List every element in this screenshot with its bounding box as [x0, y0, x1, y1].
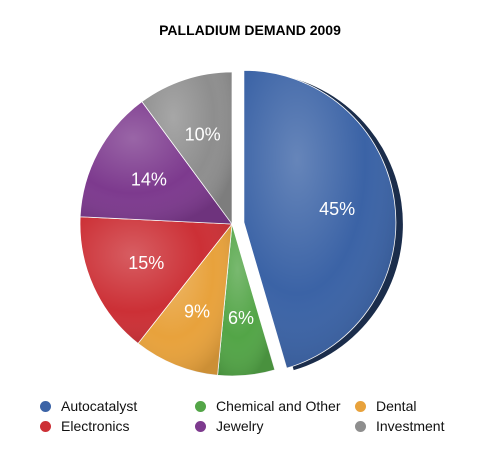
- slice-shading-chemical-and-other: [217, 224, 275, 376]
- legend-item-autocatalyst: Autocatalyst: [40, 398, 195, 414]
- slice-label-dental: 9%: [184, 301, 210, 321]
- slice-shading-jewelry: [80, 101, 232, 224]
- legend-item-jewelry: Jewelry: [195, 418, 355, 434]
- slice-shading-electronics: [79, 216, 232, 344]
- chart-legend: Autocatalyst Chemical and Other Dental E…: [40, 398, 480, 434]
- legend-label: Autocatalyst: [61, 398, 138, 414]
- legend-swatch-dental: [355, 400, 366, 412]
- legend-swatch-investment: [355, 420, 366, 432]
- legend-label: Investment: [376, 418, 445, 434]
- legend-item-chemical-and-other: Chemical and Other: [195, 398, 355, 414]
- legend-item-electronics: Electronics: [40, 418, 195, 434]
- legend-label: Dental: [376, 398, 417, 414]
- legend-swatch-chemical-and-other: [195, 400, 206, 412]
- legend-item-investment: Investment: [355, 418, 480, 434]
- slice-shading-dental: [138, 224, 232, 376]
- legend-swatch-autocatalyst: [40, 400, 51, 412]
- legend-swatch-electronics: [40, 420, 51, 432]
- chart-title: PALLADIUM DEMAND 2009: [159, 22, 341, 38]
- slice-label-jewelry: 14%: [131, 169, 167, 189]
- slice-label-electronics: 15%: [128, 253, 164, 273]
- slice-label-chemical-and-other: 6%: [228, 308, 254, 328]
- legend-label: Chemical and Other: [216, 398, 341, 414]
- slice-label-autocatalyst: 45%: [319, 199, 355, 219]
- slice-shading-investment: [141, 72, 232, 224]
- legend-label: Electronics: [61, 418, 130, 434]
- legend-label: Jewelry: [216, 418, 264, 434]
- slice-label-investment: 10%: [185, 124, 221, 144]
- legend-item-dental: Dental: [355, 398, 480, 414]
- pie-chart: 45% 6% 9% 15% 14% 10%: [79, 69, 403, 377]
- legend-swatch-jewelry: [195, 420, 206, 432]
- slice-shading-autocatalyst: [243, 70, 396, 369]
